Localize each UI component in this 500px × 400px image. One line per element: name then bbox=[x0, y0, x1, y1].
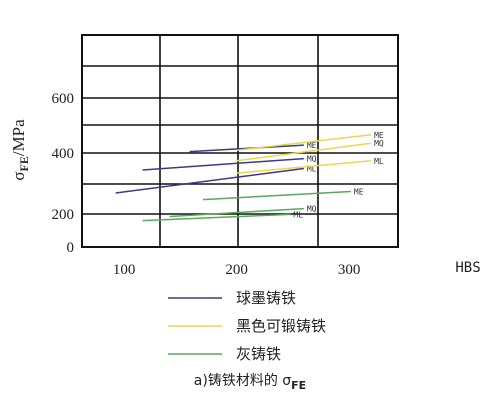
caption-subscript: FE bbox=[291, 379, 306, 392]
plot-grid bbox=[81, 34, 399, 248]
series-line bbox=[142, 213, 291, 222]
series-line-label: ME bbox=[354, 188, 364, 197]
legend-label: 球墨铸铁 bbox=[236, 289, 296, 307]
series-line bbox=[115, 167, 304, 194]
y-tick-label: 600 bbox=[52, 91, 75, 107]
y-axis-label-subscript: FE bbox=[17, 156, 31, 171]
legend-label: 黑色可锻铸铁 bbox=[236, 317, 326, 335]
series-line bbox=[236, 134, 372, 151]
y-axis-label-unit: /MPa bbox=[9, 119, 28, 156]
tick-labels: 100 200 300 600 400 200 0 bbox=[52, 91, 361, 278]
plot-frame bbox=[81, 34, 399, 248]
y-tick-label: 200 bbox=[52, 207, 75, 223]
legend-label: 灰铸铁 bbox=[236, 345, 281, 363]
x-axis-unit: HBS bbox=[455, 260, 480, 276]
series-line bbox=[169, 207, 304, 218]
series-line-label: MQ bbox=[307, 155, 317, 164]
figure-caption: a)铸铁材料的 σFE bbox=[194, 373, 306, 392]
series-line-label: ML bbox=[293, 210, 303, 219]
y-tick-label: 0 bbox=[67, 240, 75, 256]
series-line-label: ML bbox=[374, 157, 384, 166]
series-line bbox=[236, 142, 372, 162]
series-line-label: MQ bbox=[374, 139, 384, 148]
series-line bbox=[202, 190, 351, 201]
y-tick-label: 400 bbox=[52, 146, 75, 162]
caption-text: a)铸铁材料的 σ bbox=[194, 373, 291, 389]
x-tick-label: 300 bbox=[338, 262, 361, 278]
x-tick-label: 100 bbox=[113, 262, 136, 278]
series-line bbox=[236, 160, 372, 174]
series-line-label: ME bbox=[374, 131, 384, 140]
series-line-label: MQ bbox=[307, 205, 317, 214]
series-line-label: ME bbox=[307, 141, 317, 150]
x-tick-label: 200 bbox=[225, 262, 248, 278]
y-axis-label-symbol: σ bbox=[9, 172, 28, 181]
series-line-label: ML bbox=[307, 165, 317, 174]
series-line bbox=[142, 157, 304, 171]
y-axis-label: σFE/MPa bbox=[9, 119, 31, 181]
